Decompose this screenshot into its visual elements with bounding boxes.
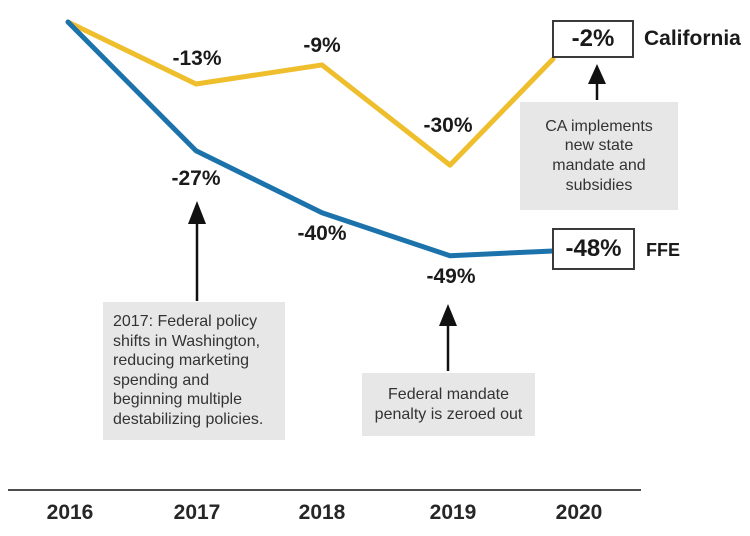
ffe-end-value-box: -48% xyxy=(552,228,635,270)
annotation-federal-policy: 2017: Federal policy shifts in Washingto… xyxy=(103,302,285,440)
ffe-point-label-2017: -27% xyxy=(171,167,221,190)
x-tick-2019: 2019 xyxy=(429,501,477,524)
annotation-ca-mandate: CA implements new state mandate and subs… xyxy=(520,102,678,210)
arrow-federal-policy-icon xyxy=(188,201,206,301)
ffe-line xyxy=(65,19,556,259)
x-tick-2016: 2016 xyxy=(46,501,94,524)
california-point-label-2018: -9% xyxy=(303,34,341,57)
california-end-value-box: -2% xyxy=(552,20,634,58)
ffe-series-label: FFE xyxy=(646,240,680,260)
x-tick-2018: 2018 xyxy=(298,501,346,524)
california-line xyxy=(65,19,556,168)
annotation-mandate-penalty: Federal mandate penalty is zeroed out xyxy=(362,373,535,436)
x-tick-2020: 2020 xyxy=(555,501,603,524)
california-series-label: California xyxy=(644,27,741,50)
arrow-ca-mandate-icon xyxy=(588,64,606,100)
x-tick-2017: 2017 xyxy=(173,501,221,524)
ffe-point-label-2018: -40% xyxy=(297,222,347,245)
ffe-point-label-2019: -49% xyxy=(426,265,476,288)
california-point-label-2019: -30% xyxy=(423,114,473,137)
arrow-mandate-penalty-icon xyxy=(439,304,457,371)
california-point-label-2017: -13% xyxy=(172,47,222,70)
